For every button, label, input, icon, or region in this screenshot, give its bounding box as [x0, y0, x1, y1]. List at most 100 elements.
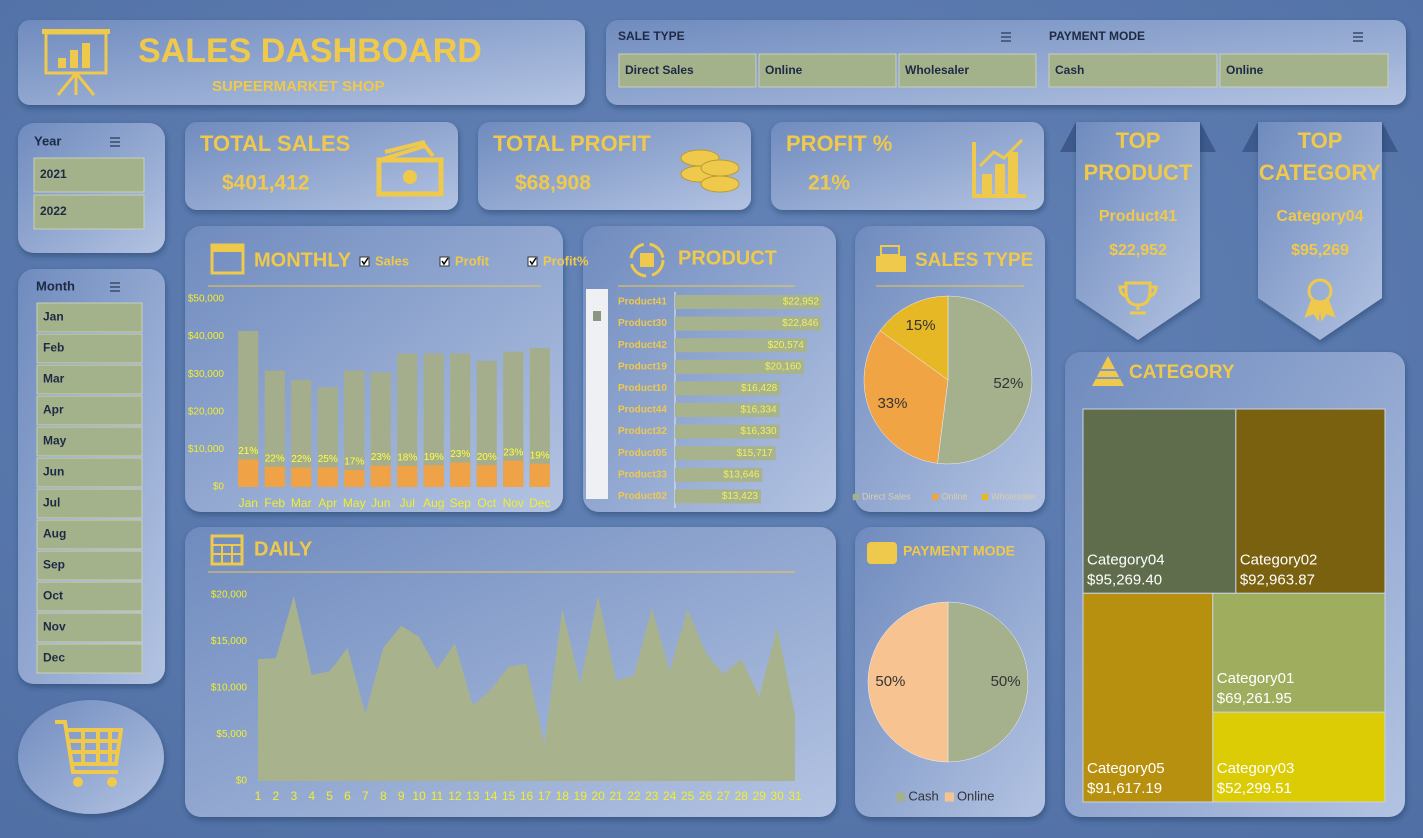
legend-checkbox[interactable]	[439, 256, 450, 267]
slicer-button[interactable]	[33, 194, 145, 230]
y-tick-label: $30,000	[188, 369, 225, 380]
banner-title: CATEGORY	[1259, 160, 1382, 185]
slicer-item: Online	[1226, 63, 1264, 77]
y-tick-label: Product02	[618, 491, 667, 502]
icon	[640, 253, 654, 267]
slicer-title: SALE TYPE	[618, 29, 685, 43]
icon	[56, 72, 96, 96]
slicer-button[interactable]	[36, 550, 143, 581]
panel	[185, 122, 458, 210]
slicer-button[interactable]	[1219, 53, 1389, 88]
slicer-button[interactable]	[36, 457, 143, 488]
kpi-value: $401,412	[222, 172, 310, 195]
pie-slice	[867, 601, 949, 763]
x-tick-label: 4	[308, 789, 315, 803]
slicer-button[interactable]	[36, 302, 143, 333]
x-tick-label: Aug	[423, 496, 444, 510]
bar	[397, 465, 418, 487]
chart-title: MONTHLY	[254, 249, 352, 271]
data-label: 21%	[238, 446, 258, 457]
icon	[972, 142, 1026, 198]
legend-check	[361, 257, 369, 266]
x-tick-label: 28	[735, 789, 749, 803]
slicer-button[interactable]	[36, 426, 143, 457]
legend-swatch	[932, 493, 939, 501]
data-label: $16,428	[741, 383, 778, 394]
data-label: $13,646	[723, 469, 760, 480]
bar	[503, 460, 524, 487]
data-label: 33%	[877, 395, 907, 412]
x-tick-label: 30	[770, 789, 784, 803]
x-tick-label: 3	[290, 789, 297, 803]
slicer-button[interactable]	[36, 488, 143, 519]
bar	[675, 403, 780, 417]
slicer-button[interactable]	[36, 519, 143, 550]
icon	[376, 157, 444, 197]
x-tick-label: Nov	[503, 496, 524, 510]
treemap-value: $69,261.95	[1217, 690, 1292, 707]
x-tick-label: 29	[753, 789, 767, 803]
icon	[700, 159, 740, 177]
data-label: $13,423	[722, 491, 759, 502]
treemap-label: Category04	[1087, 551, 1165, 568]
x-tick-label: 16	[520, 789, 534, 803]
panel	[478, 122, 751, 210]
data-label: $20,160	[765, 361, 802, 372]
slicer-button[interactable]	[33, 157, 145, 193]
bar	[675, 316, 822, 331]
y-tick-label: $50,000	[188, 294, 225, 305]
slicer-button[interactable]	[1048, 53, 1218, 88]
slicer-item: Sep	[43, 558, 65, 572]
icon	[212, 544, 242, 564]
slicer-item: Direct Sales	[625, 63, 694, 77]
slicer-button[interactable]	[36, 364, 143, 395]
slicer-title: Year	[34, 133, 61, 148]
y-tick-label: Product10	[618, 383, 667, 394]
legend-checkbox[interactable]	[527, 256, 538, 267]
bar	[529, 347, 550, 487]
slicer-button[interactable]	[36, 333, 143, 364]
y-tick-label: $40,000	[188, 331, 225, 342]
data-label: 23%	[503, 447, 523, 458]
banner	[1076, 122, 1200, 340]
x-tick-label: 9	[398, 789, 405, 803]
icon	[379, 140, 435, 162]
x-tick-label: 6	[344, 789, 351, 803]
legend-swatch	[852, 493, 859, 501]
x-tick-label: 19	[574, 789, 588, 803]
icon	[212, 245, 243, 252]
slicer-button[interactable]	[618, 53, 757, 88]
pie-slice	[879, 295, 949, 381]
panel	[18, 20, 585, 105]
slicer-item: Aug	[43, 527, 66, 541]
slicer-button[interactable]	[36, 612, 143, 643]
bar	[675, 446, 776, 461]
y-tick-label: Product44	[618, 405, 667, 416]
icon	[978, 138, 1024, 168]
legend-label: Profit	[455, 253, 490, 268]
y-tick-label: Product32	[618, 426, 667, 437]
y-tick-label: $20,000	[188, 406, 225, 417]
scroll-thumb[interactable]	[593, 311, 601, 321]
scroll-bar[interactable]	[586, 289, 608, 499]
x-tick-label: Oct	[477, 496, 496, 510]
icon	[1353, 32, 1363, 42]
legend-checkbox[interactable]	[359, 256, 370, 267]
slicer-button[interactable]	[898, 53, 1037, 88]
slicer-button[interactable]	[36, 581, 143, 612]
treemap-label: Category03	[1217, 760, 1295, 777]
x-tick-label: Mar	[291, 496, 312, 510]
slicer-item: 2021	[40, 167, 67, 181]
treemap-value: $92,963.87	[1240, 571, 1315, 588]
icon	[876, 256, 906, 272]
x-tick-label: Jan	[239, 496, 258, 510]
slicer-button[interactable]	[36, 395, 143, 426]
y-tick-label: Product30	[618, 318, 667, 329]
bar	[529, 463, 550, 487]
slicer-button[interactable]	[758, 53, 897, 88]
slicer-button[interactable]	[36, 643, 143, 674]
pie-slice	[937, 295, 1033, 465]
treemap-label: Category05	[1087, 760, 1165, 777]
icon	[1096, 369, 1120, 379]
y-tick-label: $5,000	[216, 729, 247, 740]
